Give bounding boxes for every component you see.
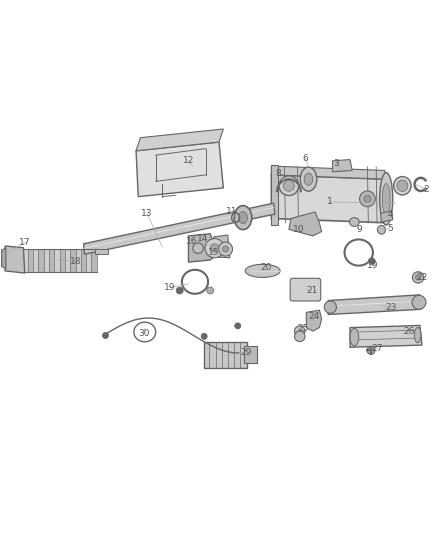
Ellipse shape	[414, 327, 421, 343]
Circle shape	[364, 195, 371, 203]
Circle shape	[223, 246, 229, 252]
Circle shape	[219, 242, 233, 256]
Polygon shape	[245, 264, 280, 277]
Polygon shape	[381, 211, 393, 222]
Circle shape	[324, 301, 336, 313]
Text: 17: 17	[19, 238, 31, 247]
Circle shape	[413, 272, 424, 283]
Polygon shape	[136, 129, 223, 151]
Text: 19: 19	[367, 261, 378, 270]
Text: 6: 6	[303, 154, 308, 163]
Bar	[86, 249, 92, 272]
Text: 19: 19	[164, 283, 176, 292]
Polygon shape	[306, 310, 321, 331]
Bar	[39, 249, 44, 272]
Text: 20: 20	[261, 263, 272, 272]
Ellipse shape	[380, 173, 393, 225]
Ellipse shape	[378, 225, 385, 234]
Polygon shape	[272, 166, 385, 179]
Bar	[65, 249, 70, 272]
Circle shape	[416, 275, 421, 280]
Bar	[92, 249, 97, 272]
Circle shape	[235, 323, 241, 329]
FancyBboxPatch shape	[290, 278, 321, 301]
Bar	[44, 249, 49, 272]
Bar	[95, 249, 108, 254]
Ellipse shape	[394, 176, 411, 195]
Polygon shape	[272, 175, 387, 223]
Circle shape	[412, 295, 426, 309]
Text: 4: 4	[387, 211, 393, 220]
Polygon shape	[332, 159, 352, 172]
FancyBboxPatch shape	[204, 342, 247, 368]
Polygon shape	[84, 203, 275, 254]
Text: 15: 15	[208, 248, 219, 257]
Bar	[70, 249, 75, 272]
FancyBboxPatch shape	[244, 346, 257, 363]
Ellipse shape	[300, 167, 317, 191]
Circle shape	[210, 244, 219, 253]
Text: 2: 2	[424, 185, 429, 193]
Text: 23: 23	[386, 303, 397, 312]
Text: 1: 1	[327, 197, 332, 206]
Text: 10: 10	[293, 225, 304, 234]
Text: 25: 25	[297, 324, 309, 333]
Ellipse shape	[279, 176, 299, 196]
Circle shape	[193, 243, 203, 253]
Polygon shape	[289, 212, 321, 236]
Text: 21: 21	[306, 286, 317, 295]
Bar	[81, 249, 86, 272]
Text: 16: 16	[186, 237, 198, 246]
Text: 27: 27	[371, 344, 383, 353]
Circle shape	[294, 326, 305, 336]
Circle shape	[201, 333, 207, 340]
Polygon shape	[328, 295, 421, 314]
Text: 18: 18	[70, 257, 81, 266]
Bar	[75, 249, 81, 272]
Ellipse shape	[367, 346, 375, 354]
Text: 9: 9	[357, 225, 363, 235]
Circle shape	[368, 258, 375, 265]
Text: 24: 24	[308, 312, 320, 321]
Bar	[33, 249, 39, 272]
Text: 3: 3	[333, 159, 339, 168]
Ellipse shape	[304, 173, 313, 185]
Ellipse shape	[382, 183, 390, 214]
Ellipse shape	[239, 212, 247, 224]
Bar	[28, 249, 33, 272]
Text: 14: 14	[197, 235, 208, 244]
Circle shape	[294, 331, 305, 342]
Text: 30: 30	[138, 329, 150, 338]
Polygon shape	[5, 246, 25, 273]
Ellipse shape	[283, 180, 294, 191]
Bar	[54, 249, 60, 272]
Polygon shape	[136, 142, 223, 197]
Bar	[49, 249, 54, 272]
Ellipse shape	[397, 180, 408, 191]
Ellipse shape	[350, 328, 359, 346]
Circle shape	[360, 191, 375, 207]
Polygon shape	[2, 248, 6, 269]
Circle shape	[102, 333, 109, 338]
Bar	[60, 249, 65, 272]
Polygon shape	[350, 326, 422, 348]
Polygon shape	[214, 235, 230, 258]
Ellipse shape	[234, 206, 252, 230]
Text: 26: 26	[403, 327, 415, 336]
Text: 13: 13	[141, 209, 153, 218]
Circle shape	[205, 239, 224, 258]
Polygon shape	[188, 234, 214, 262]
Text: 12: 12	[183, 156, 194, 165]
Text: 5: 5	[387, 223, 393, 232]
Text: 22: 22	[417, 273, 427, 282]
Text: 29: 29	[241, 349, 252, 358]
Ellipse shape	[350, 217, 359, 227]
Bar	[22, 249, 28, 272]
Text: 11: 11	[226, 207, 237, 216]
Circle shape	[176, 287, 183, 294]
Text: 8: 8	[276, 168, 281, 177]
Circle shape	[207, 287, 214, 294]
Polygon shape	[271, 165, 278, 225]
